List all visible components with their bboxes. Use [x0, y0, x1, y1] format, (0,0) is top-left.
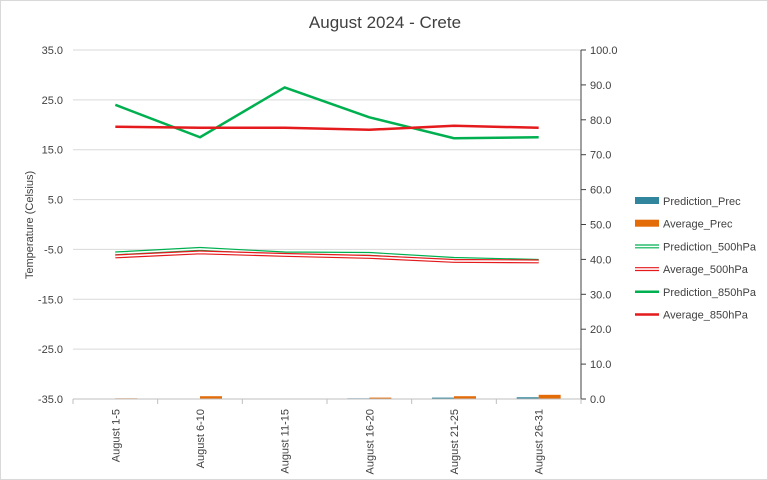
legend-label: Average_Prec [663, 219, 733, 231]
x-tick-label: August 26-31 [534, 409, 546, 474]
y-tick-right: 10.0 [590, 359, 611, 371]
x-tick-label: August 1-5 [110, 409, 122, 462]
legend-label: Prediction_500hPa [663, 241, 757, 253]
y-tick-right: 80.0 [590, 115, 611, 127]
y-tick-right: 70.0 [590, 150, 611, 162]
y-tick-left: -35.0 [38, 394, 63, 406]
series-line [114, 86, 539, 140]
y-tick-left: -25.0 [38, 344, 63, 356]
y-tick-right: 0.0 [590, 394, 605, 406]
x-tick-label: August 21-25 [449, 409, 461, 474]
bar [538, 394, 561, 399]
bar [432, 397, 454, 399]
legend-swatch [635, 197, 659, 204]
y-axis-title: Temperature (Celsius) [24, 171, 36, 279]
y-axis-left: 35.0 25.0 15.0 5.0 -5.0 -15.0 -25.0 -35.0 [38, 45, 63, 406]
y-tick-right: 90.0 [590, 80, 611, 92]
legend-label: Average_500hPa [663, 264, 749, 276]
legend-label: Average_850hPa [663, 310, 749, 322]
y-tick-left: 15.0 [42, 145, 63, 157]
y-tick-left: 5.0 [48, 195, 63, 207]
chart-title: August 2024 - Crete [309, 13, 461, 32]
legend-label: Prediction_850hPa [663, 287, 757, 299]
legend-label: Prediction_Prec [663, 196, 741, 208]
y-tick-right: 30.0 [590, 289, 611, 301]
y-tick-right: 60.0 [590, 185, 611, 197]
legend-swatch [635, 219, 659, 227]
x-tick-label: August 16-20 [364, 409, 376, 474]
y-tick-right: 40.0 [590, 254, 611, 266]
bar [454, 396, 476, 399]
x-axis: August 1-5 August 6-10 August 11-15 August … [72, 398, 582, 474]
bar [369, 397, 392, 399]
y-tick-right: 100.0 [590, 45, 618, 57]
bar [516, 397, 539, 399]
y-tick-right: 50.0 [590, 220, 611, 232]
y-tick-left: 25.0 [42, 95, 63, 107]
legend: Prediction_Prec Average_Prec Prediction_50… [635, 196, 757, 322]
series-line-inner [115, 251, 539, 263]
x-tick-label: August 11-15 [280, 409, 292, 474]
series-line [115, 124, 539, 132]
y-tick-right: 20.0 [590, 324, 611, 336]
bar [200, 396, 222, 399]
y-tick-left: -15.0 [38, 294, 63, 306]
x-tick-label: August 6-10 [195, 409, 207, 468]
bar-series [93, 394, 561, 399]
y-tick-left: 35.0 [42, 45, 63, 57]
y-axis-right: 100.0 90.0 80.0 70.0 60.0 50.0 40.0 30.0 20.0 10.… [580, 45, 618, 406]
line-series [114, 86, 539, 264]
y-tick-left: -5.0 [44, 244, 63, 256]
